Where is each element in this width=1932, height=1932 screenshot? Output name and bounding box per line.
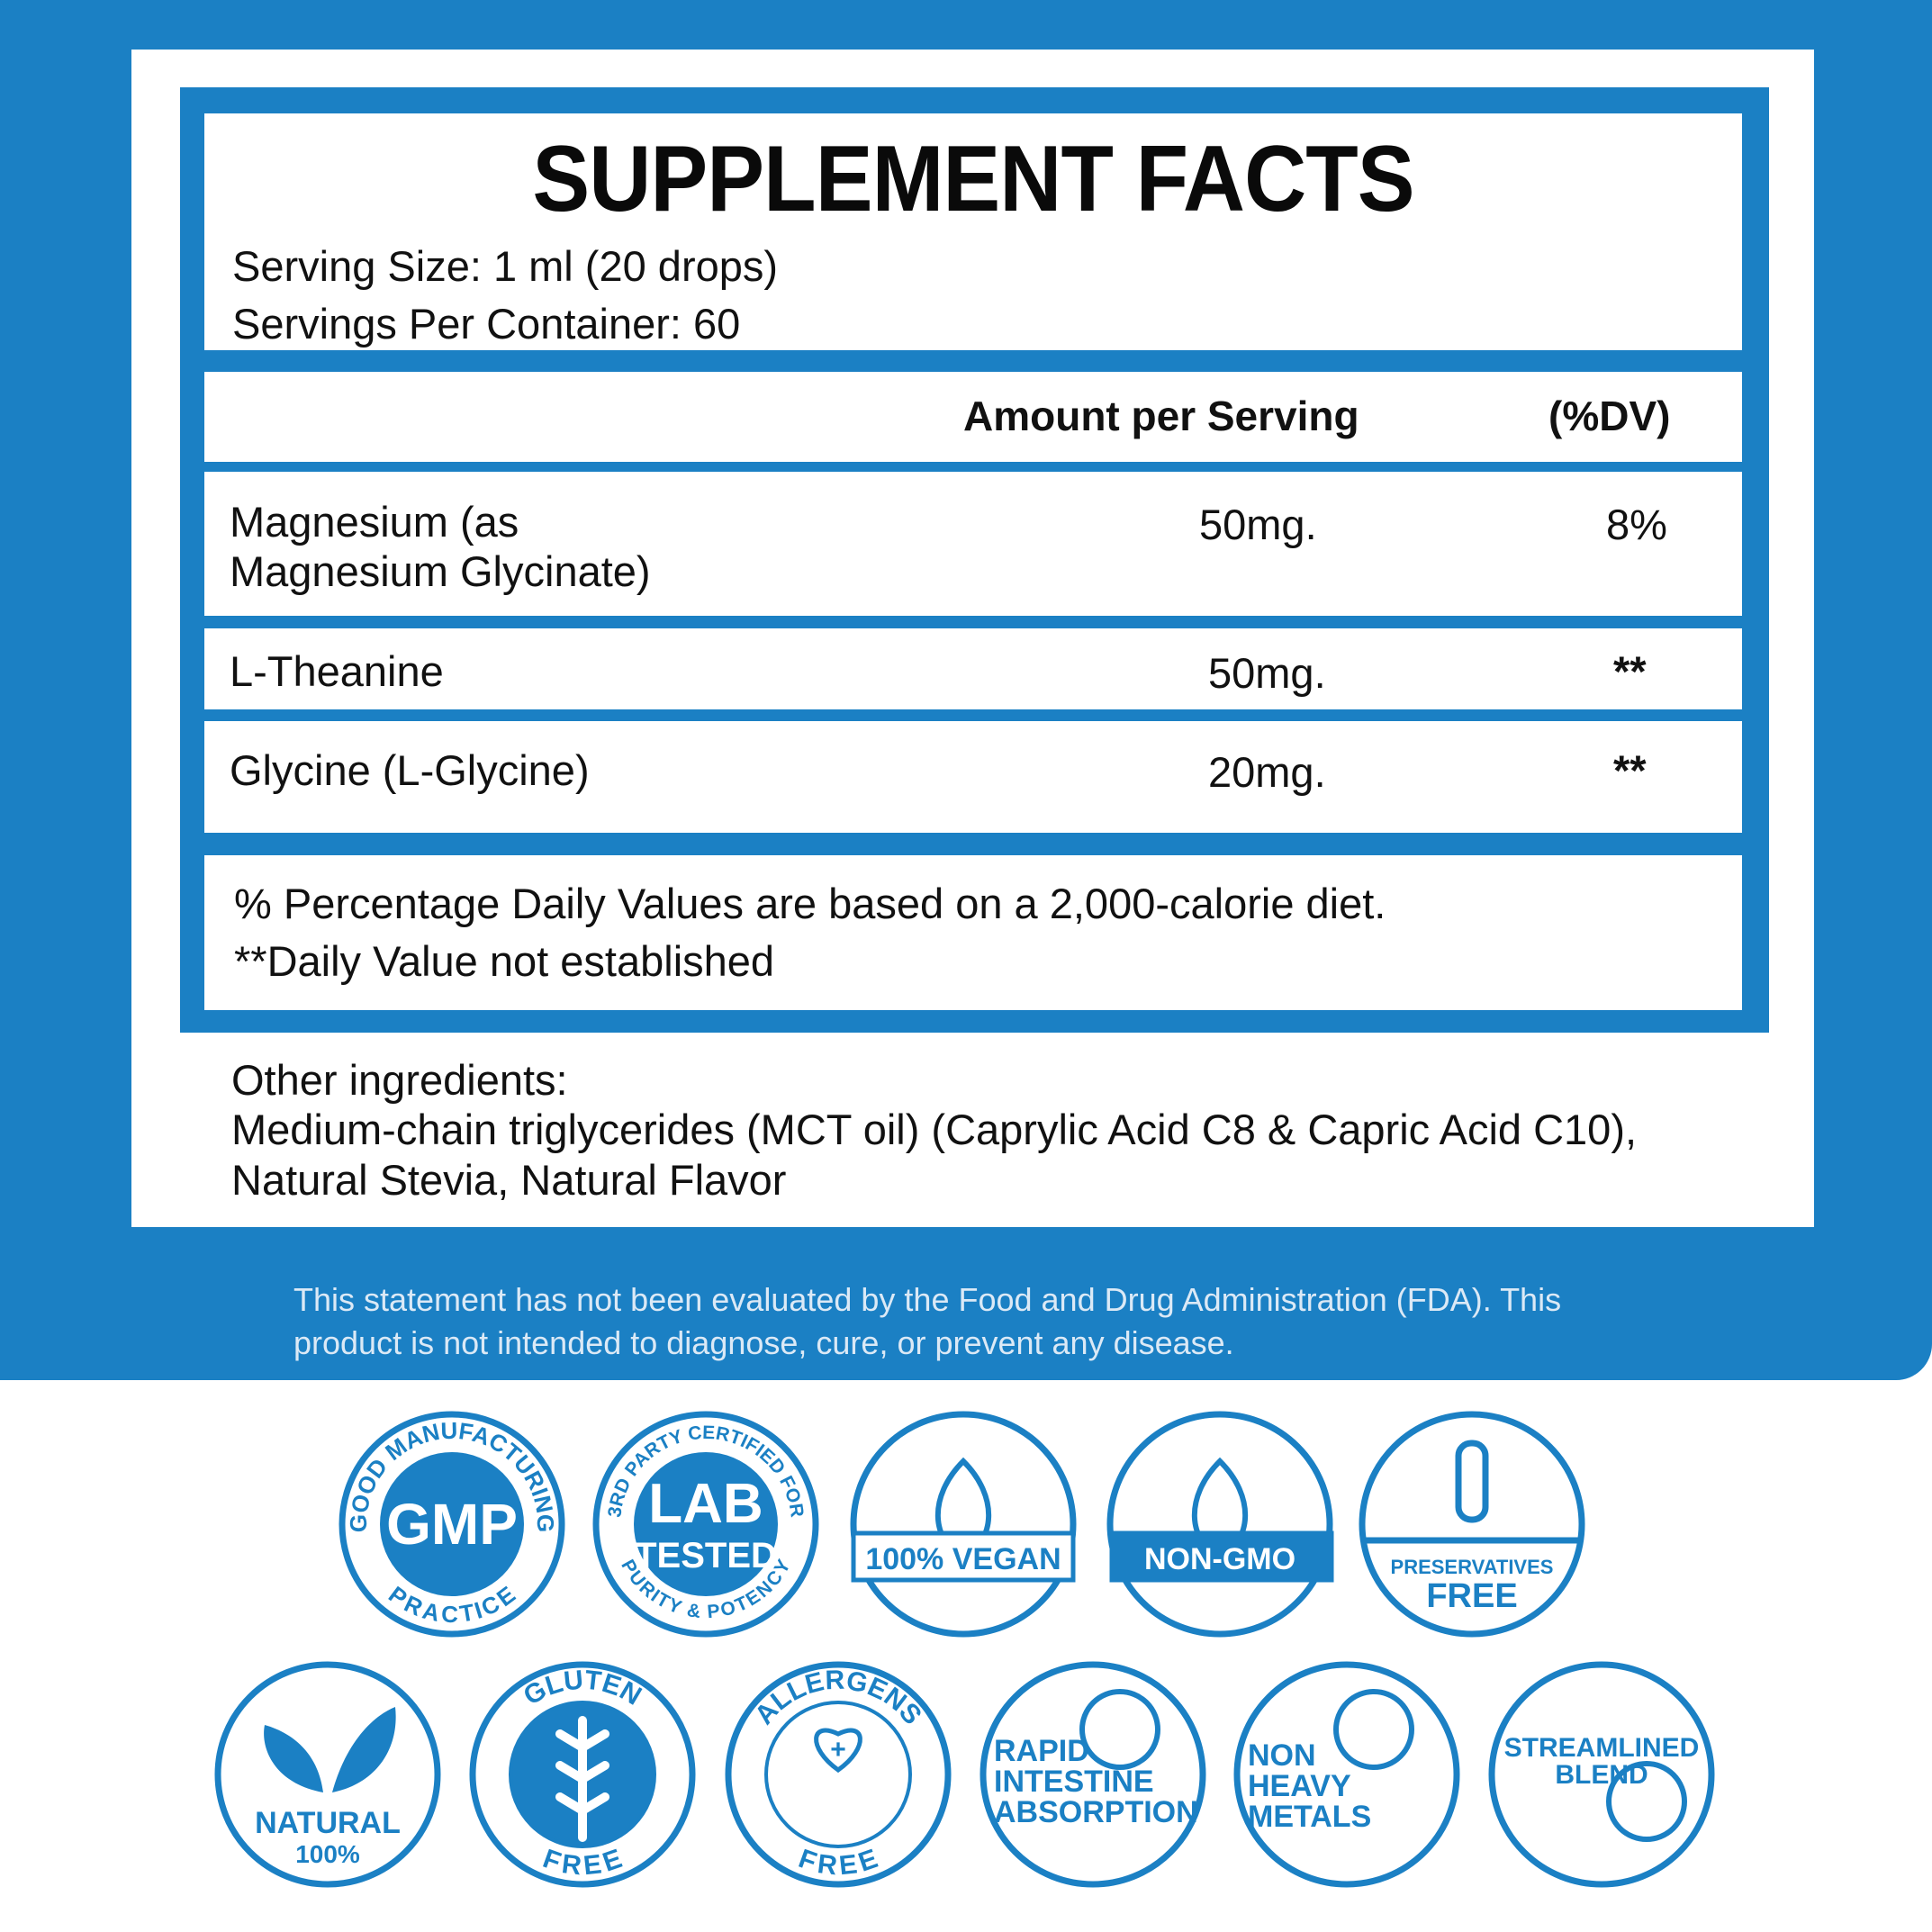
ingredient-dv: ** xyxy=(1613,647,1647,695)
serving-size: Serving Size: 1 ml (20 drops) xyxy=(232,242,779,290)
disclaimer-line: This statement has not been evaluated by… xyxy=(293,1281,1562,1318)
footnote-not-established: **Daily Value not established xyxy=(234,937,775,985)
badge-ring-text: ALLERGENS xyxy=(749,1666,927,1730)
ingredient-amount: 50mg. xyxy=(1208,649,1326,697)
fda-disclaimer: This statement has not been evaluated by… xyxy=(293,1278,1644,1365)
svg-text:PRESERVATIVES: PRESERVATIVES xyxy=(1391,1556,1554,1578)
ingredient-name: Magnesium (as xyxy=(230,498,519,546)
svg-text:NON-GMO: NON-GMO xyxy=(1144,1542,1296,1576)
footnote-cell xyxy=(204,855,1742,1010)
svg-text:100% VEGAN: 100% VEGAN xyxy=(865,1542,1061,1576)
badge-text: ABSORPTION xyxy=(994,1795,1198,1829)
servings-per-container: Servings Per Container: 60 xyxy=(232,300,741,348)
header-dv: (%DV) xyxy=(1548,393,1671,439)
page-title: SUPPLEMENT FACTS xyxy=(532,127,1414,231)
badge-rapid-absorption: RAPID INTESTINE ABSORPTION xyxy=(976,1657,1210,1891)
svg-text:100%: 100% xyxy=(295,1840,360,1868)
badge-non-heavy-metals: NON HEAVY METALS xyxy=(1230,1657,1464,1891)
badge-text: BLEND xyxy=(1555,1760,1648,1790)
badge-ring-text: FREE xyxy=(539,1844,626,1881)
badge-gmp: GOOD MANUFACTURING PRACTICE GMP xyxy=(335,1407,569,1641)
badge-vegan: 100% VEGAN xyxy=(846,1407,1080,1641)
badge-gluten-free: GLUTEN FREE xyxy=(465,1657,700,1891)
ingredient-name: L-Theanine xyxy=(230,647,444,695)
disclaimer-line: product is not intended to diagnose, cur… xyxy=(293,1324,1234,1361)
badge-text: HEAVY xyxy=(1248,1769,1351,1803)
badge-text: NON xyxy=(1248,1738,1316,1773)
table-row xyxy=(204,472,1742,616)
svg-text:GMP: GMP xyxy=(386,1492,518,1557)
heart-hands-icon: ALLERGENS FREE + xyxy=(725,1661,952,1888)
ingredient-dv: ** xyxy=(1613,746,1647,794)
sprout-icon: NON-GMO xyxy=(1106,1411,1334,1638)
other-ingredients-title: Other ingredients: xyxy=(231,1056,568,1104)
footnote-dv: % Percentage Daily Values are based on a… xyxy=(234,880,1386,927)
other-ingredients-line: Medium-chain triglycerides (MCT oil) (Ca… xyxy=(231,1106,1638,1153)
svg-text:FREE: FREE xyxy=(1426,1577,1517,1615)
svg-text:ALLERGENS: ALLERGENS xyxy=(749,1666,927,1730)
svg-text:FREE: FREE xyxy=(795,1844,881,1881)
badge-preservatives-free: PRESERVATIVES FREE xyxy=(1355,1407,1589,1641)
svg-text:LAB: LAB xyxy=(648,1473,763,1535)
title-cell xyxy=(204,113,1742,350)
badge-streamlined-blend: STREAMLINED BLEND xyxy=(1485,1657,1719,1891)
ingredient-amount: 20mg. xyxy=(1208,748,1326,796)
ingredient-dv: 8% xyxy=(1606,501,1667,548)
ingredient-name: Glycine (L-Glycine) xyxy=(230,746,590,794)
table-row xyxy=(204,721,1742,833)
badge-lab-tested: 3RD PARTY CERTIFIED FOR PURITY & POTENCY L… xyxy=(589,1407,823,1641)
badge-text: METALS xyxy=(1248,1800,1371,1834)
leaf-icon: 100% VEGAN xyxy=(850,1411,1077,1638)
badge-non-gmo: NON-GMO xyxy=(1103,1407,1337,1641)
svg-text:FREE: FREE xyxy=(539,1844,626,1881)
svg-text:+: + xyxy=(830,1735,846,1765)
ingredient-amount: 50mg. xyxy=(1199,501,1317,548)
badge-text: STREAMLINED xyxy=(1504,1733,1700,1763)
svg-text:TESTED: TESTED xyxy=(635,1536,777,1575)
header-row xyxy=(204,372,1742,462)
badge-natural: NATURAL 100% xyxy=(211,1657,445,1891)
ingredient-name: Magnesium Glycinate) xyxy=(230,547,651,595)
other-ingredients-line: Natural Stevia, Natural Flavor xyxy=(231,1156,787,1204)
badge-text: INTESTINE xyxy=(994,1765,1154,1799)
header-amount: Amount per Serving xyxy=(963,393,1359,439)
badge-text: RAPID xyxy=(994,1734,1089,1768)
svg-text:NATURAL: NATURAL xyxy=(255,1806,401,1840)
badge-ring-text: FREE xyxy=(795,1844,881,1881)
table-row xyxy=(204,628,1742,709)
badge-allergens-free: ALLERGENS FREE + xyxy=(721,1657,955,1891)
